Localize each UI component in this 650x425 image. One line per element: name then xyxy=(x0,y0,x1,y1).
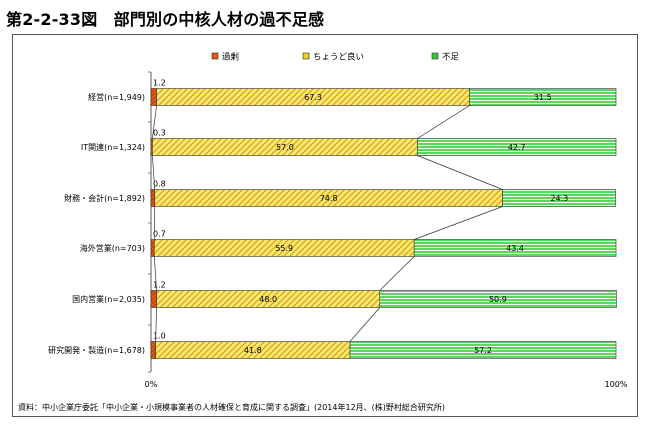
series-line-1-0 xyxy=(152,155,156,190)
data-label-1-1: 57.0 xyxy=(276,143,294,152)
bar-5-0 xyxy=(150,341,156,359)
bar-4-0 xyxy=(150,290,157,308)
category-label-2: 財務・会計(n=1,892) xyxy=(64,193,145,203)
series-line-0-1 xyxy=(417,105,470,139)
chart-title: 第2-2-33図 部門別の中核人材の過不足感 xyxy=(6,10,325,29)
data-label-1-2: 42.7 xyxy=(508,143,526,152)
series-line-1-1 xyxy=(417,155,503,190)
series-line-3-1 xyxy=(379,256,415,291)
legend-label-1: ちょうど良い xyxy=(313,52,364,63)
bar-4-2 xyxy=(379,290,617,308)
data-label-0-2: 31.5 xyxy=(534,93,552,102)
series-line-3-0 xyxy=(153,256,157,291)
category-label-4: 国内営業(n=2,035) xyxy=(72,294,145,304)
data-label-3-1: 55.9 xyxy=(275,244,293,253)
data-label-2-0: 0.8 xyxy=(153,180,166,189)
data-label-4-2: 50.9 xyxy=(489,295,507,304)
category-label-5: 研究開発・製造(n=1,678) xyxy=(48,345,145,355)
source-note: 資料：中小企業庁委託「中小企業・小規模事業者の人材確保と育成に関する調査」(20… xyxy=(18,403,446,412)
series-line-4-0 xyxy=(155,307,157,342)
bar-0-0 xyxy=(150,88,157,106)
data-label-5-2: 57.2 xyxy=(474,346,492,355)
data-label-2-2: 24.3 xyxy=(550,194,568,203)
data-label-5-1: 41.8 xyxy=(244,346,262,355)
series-line-4-1 xyxy=(349,307,381,342)
legend-label-2: 不足 xyxy=(442,53,460,63)
data-label-5-0: 1.0 xyxy=(153,332,166,341)
series-line-2-1 xyxy=(414,206,503,240)
legend-swatch-1 xyxy=(302,52,310,60)
bar-5-2 xyxy=(349,341,617,359)
series-line-0-0 xyxy=(152,105,157,139)
legend-swatch-2 xyxy=(431,52,439,60)
data-label-0-0: 1.2 xyxy=(153,79,166,88)
data-label-3-0: 0.7 xyxy=(153,230,166,239)
legend-label-0: 過剰 xyxy=(222,52,239,63)
bar-1-2 xyxy=(417,138,617,156)
x-tick-label-0: 0% xyxy=(145,380,158,389)
data-label-4-0: 1.2 xyxy=(153,281,166,290)
bar-2-2 xyxy=(502,189,616,207)
data-label-2-1: 74.8 xyxy=(320,194,338,203)
data-label-3-2: 43.4 xyxy=(506,244,524,253)
legend-swatch-0 xyxy=(211,52,219,60)
category-label-3: 海外営業(n=703) xyxy=(80,243,145,253)
bar-3-0 xyxy=(150,239,155,257)
bar-3-2 xyxy=(413,239,617,257)
x-tick-label-1: 100% xyxy=(605,380,628,389)
category-label-1: IT関連(n=1,324) xyxy=(81,142,145,152)
category-label-0: 経営(n=1,949) xyxy=(88,92,145,102)
data-label-4-1: 48.0 xyxy=(259,295,277,304)
chart-frame xyxy=(12,34,638,417)
bar-0-2 xyxy=(469,88,617,106)
data-label-0-1: 67.3 xyxy=(304,93,322,102)
data-label-1-0: 0.3 xyxy=(153,129,166,138)
bar-2-0 xyxy=(150,189,156,207)
